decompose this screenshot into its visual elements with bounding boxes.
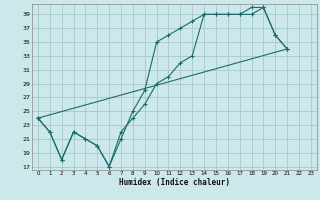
X-axis label: Humidex (Indice chaleur): Humidex (Indice chaleur) — [119, 178, 230, 187]
